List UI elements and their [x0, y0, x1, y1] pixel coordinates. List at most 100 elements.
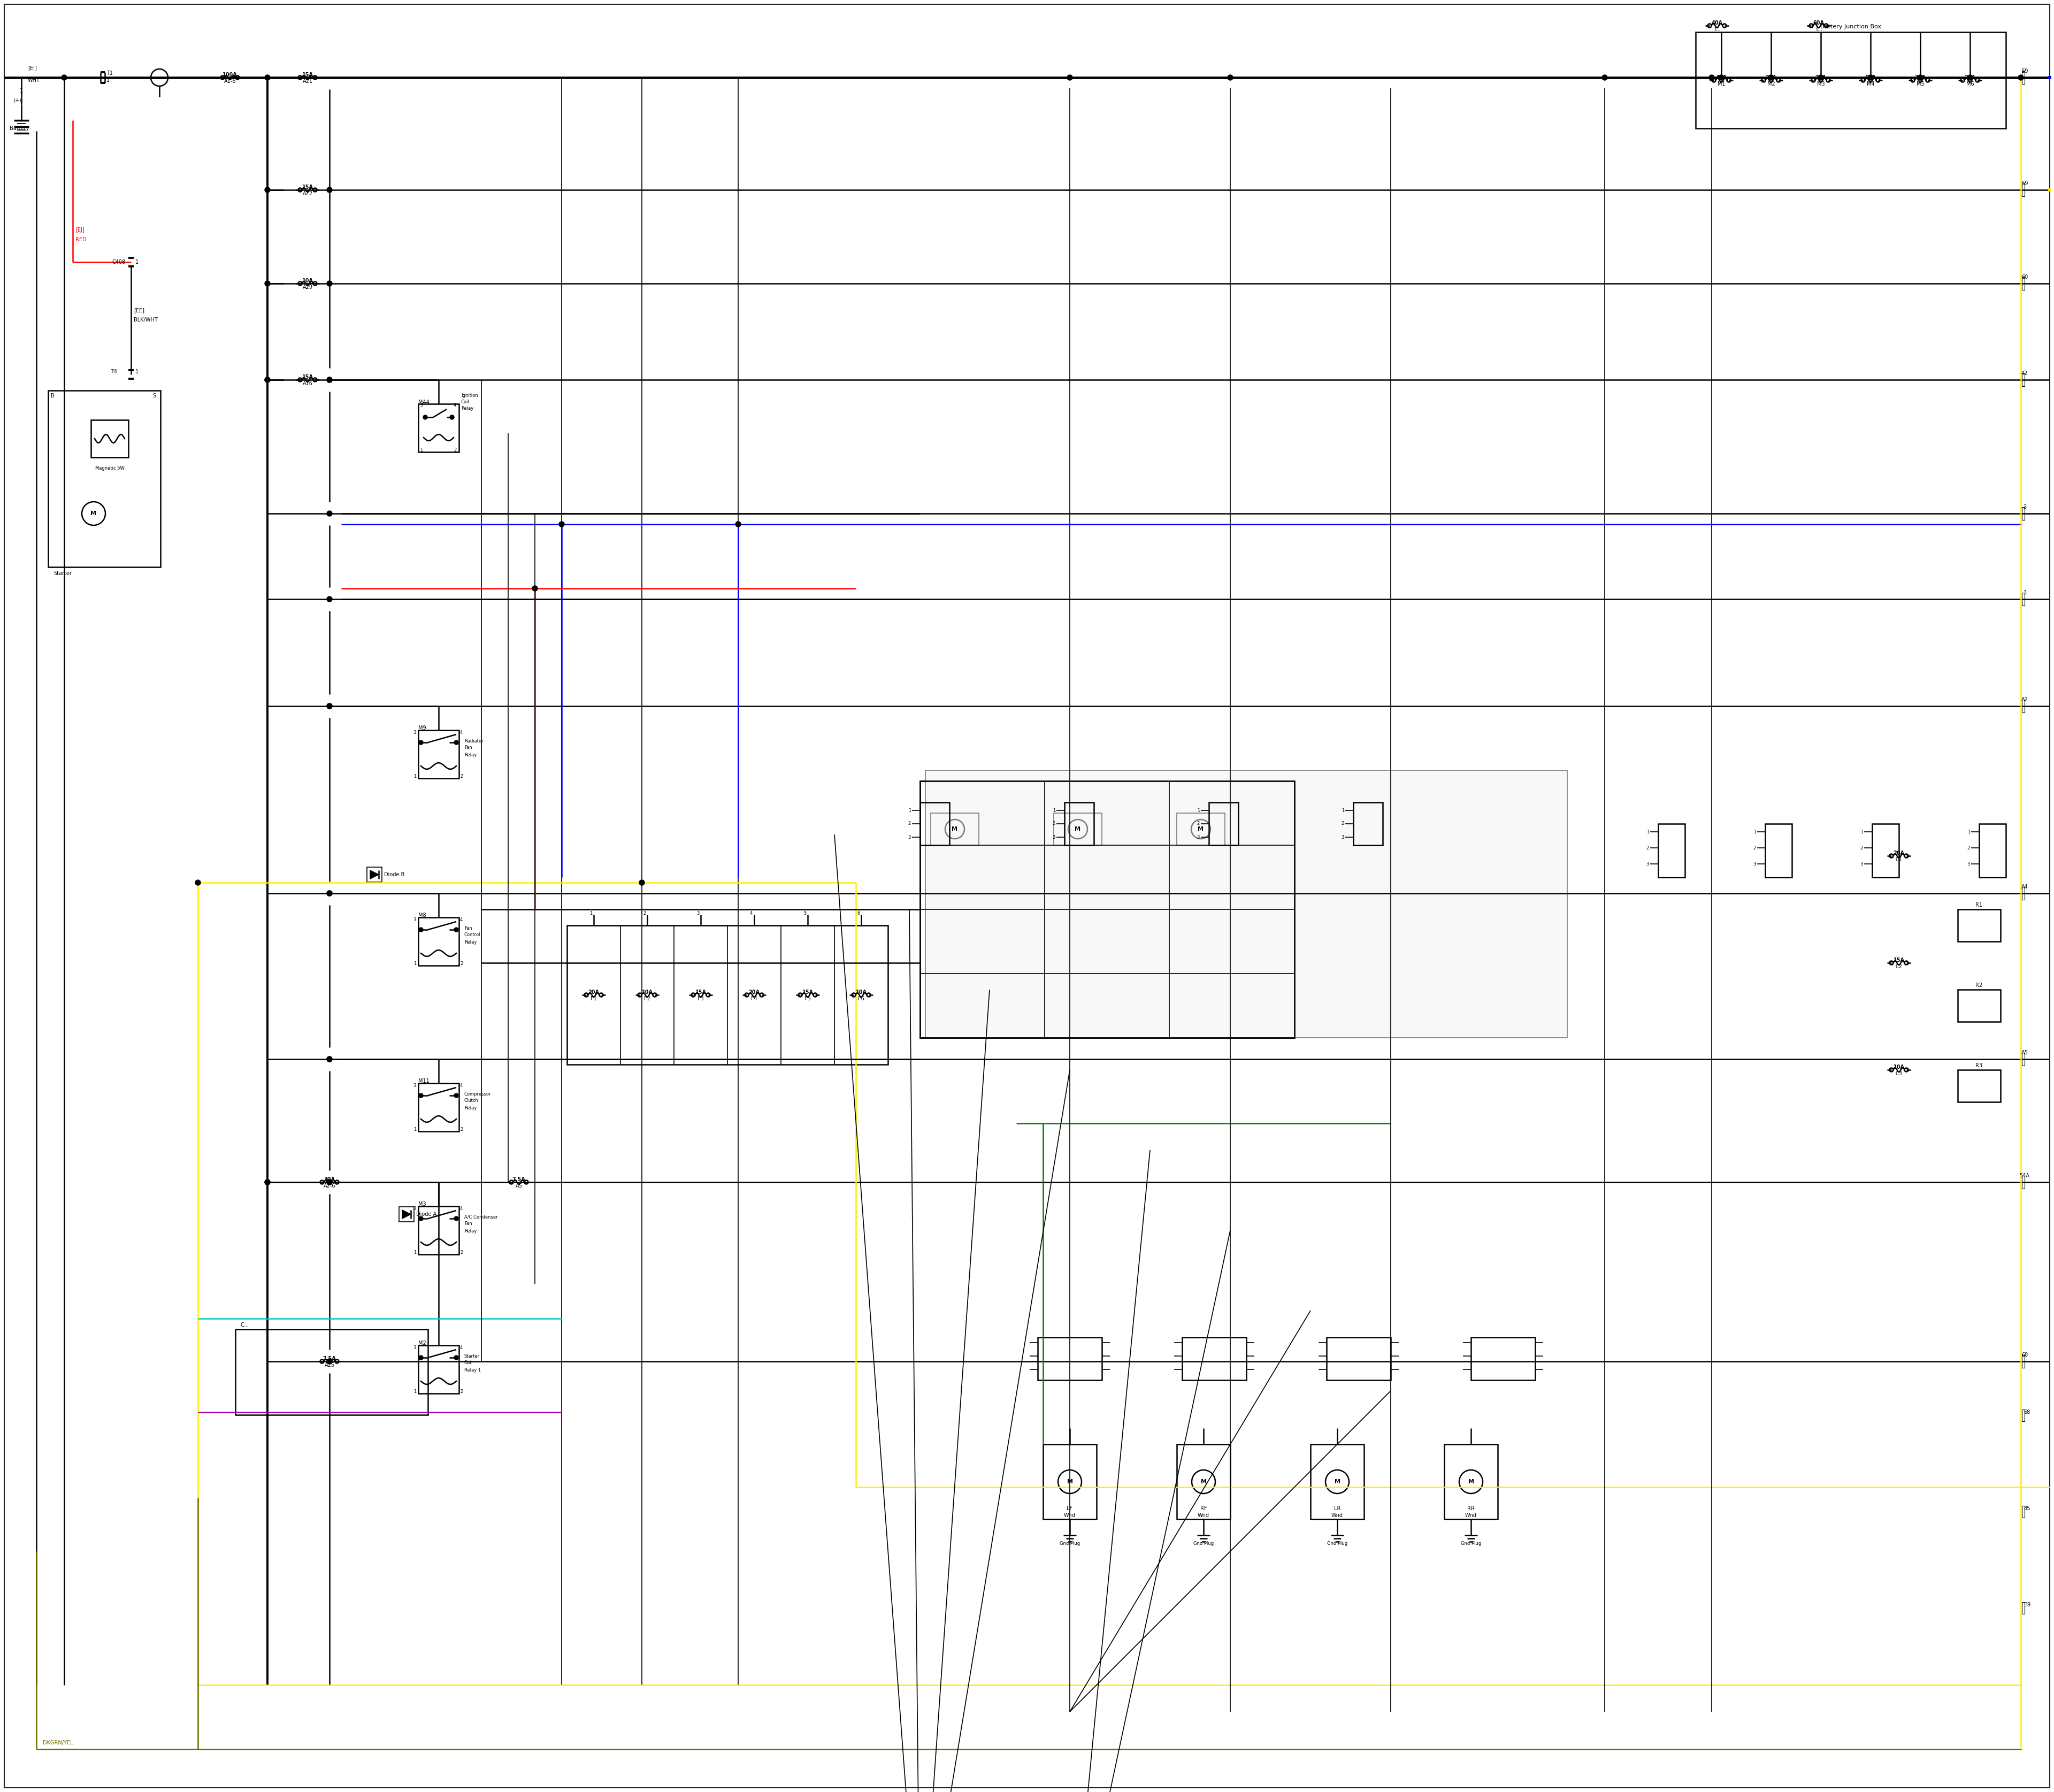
Circle shape	[327, 511, 333, 516]
Text: 5: 5	[803, 912, 807, 916]
Text: 100A: 100A	[222, 72, 238, 77]
Bar	[1064, 803, 1095, 846]
Bar	[1054, 814, 1101, 846]
Text: T...: T...	[1816, 27, 1822, 32]
Text: 4: 4	[750, 912, 752, 916]
Text: F3: F3	[698, 996, 705, 1002]
Text: 20A: 20A	[1894, 851, 1904, 857]
Bar	[2021, 1410, 2025, 1421]
Circle shape	[2019, 75, 2023, 81]
Text: 1: 1	[21, 88, 23, 93]
Text: 3: 3	[2023, 590, 2025, 595]
Circle shape	[327, 1358, 333, 1364]
Circle shape	[532, 586, 538, 591]
Bar	[1871, 824, 1898, 878]
Circle shape	[265, 75, 271, 81]
Text: M: M	[1469, 1478, 1475, 1484]
Circle shape	[1968, 75, 1972, 81]
Bar	[1310, 1444, 1364, 1520]
Text: 7.5A: 7.5A	[511, 1177, 526, 1183]
Bar	[1471, 1337, 1534, 1380]
Text: Gnd Plug: Gnd Plug	[1193, 1541, 1214, 1546]
Text: C1: C1	[1896, 857, 1902, 862]
Text: LF: LF	[1066, 1505, 1072, 1511]
Circle shape	[327, 1179, 333, 1185]
Text: 3: 3	[1197, 835, 1200, 840]
Text: M3: M3	[1818, 81, 1824, 86]
Bar	[930, 814, 980, 846]
Text: M2: M2	[419, 1340, 425, 1346]
Text: 1: 1	[413, 1249, 417, 1254]
Text: M: M	[1335, 1478, 1339, 1484]
Bar	[398, 1206, 415, 1222]
Text: 1: 1	[1861, 830, 1863, 835]
Text: 40A: 40A	[1715, 75, 1727, 81]
Text: 20A: 20A	[1816, 75, 1826, 81]
Bar	[1183, 1337, 1247, 1380]
Circle shape	[327, 704, 333, 710]
Text: 1: 1	[413, 1127, 417, 1131]
Text: Wnd: Wnd	[1197, 1512, 1210, 1518]
Text: C408: C408	[113, 260, 125, 265]
Text: T4: T4	[111, 369, 117, 375]
Text: 10A: 10A	[302, 278, 312, 283]
Text: 4: 4	[460, 1082, 462, 1088]
Text: 15A: 15A	[302, 72, 312, 77]
Text: M: M	[1197, 826, 1204, 831]
Text: M44: M44	[419, 400, 429, 405]
Text: 3: 3	[413, 1206, 417, 1211]
Polygon shape	[370, 871, 378, 878]
Text: Starter: Starter	[464, 1353, 481, 1358]
Text: 3: 3	[696, 912, 698, 916]
Bar	[2021, 887, 2025, 900]
Text: 7.5A: 7.5A	[322, 1357, 337, 1362]
Bar	[1980, 824, 2007, 878]
Circle shape	[419, 1217, 423, 1220]
Circle shape	[1228, 75, 1232, 81]
Text: Ignition: Ignition	[460, 394, 479, 398]
Text: 1: 1	[107, 77, 109, 82]
Circle shape	[327, 1057, 333, 1063]
Text: M1: M1	[1717, 81, 1725, 86]
Text: 1: 1	[413, 961, 417, 966]
Text: A22: A22	[302, 192, 312, 197]
Text: 15A: 15A	[1894, 957, 1904, 962]
Bar	[419, 918, 458, 966]
Text: Fan: Fan	[464, 745, 472, 751]
Text: M8: M8	[419, 912, 425, 918]
Text: 3: 3	[2023, 504, 2025, 509]
Text: M4: M4	[1867, 81, 1875, 86]
Circle shape	[327, 376, 333, 382]
Circle shape	[195, 880, 201, 885]
Text: M: M	[1074, 826, 1080, 831]
Text: 20A: 20A	[1964, 75, 1976, 81]
Text: M: M	[1202, 1478, 1206, 1484]
Text: 15A: 15A	[694, 989, 707, 995]
Bar	[1043, 1444, 1097, 1520]
Text: 1: 1	[1754, 830, 1756, 835]
Circle shape	[419, 1093, 423, 1098]
Text: Magnetic 5W: Magnetic 5W	[94, 466, 125, 471]
Text: Wnd: Wnd	[1331, 1512, 1343, 1518]
Text: Relay: Relay	[464, 1106, 477, 1111]
Circle shape	[327, 1057, 333, 1063]
Circle shape	[1818, 75, 1824, 81]
Text: 2: 2	[1341, 821, 1343, 826]
Bar	[419, 1082, 458, 1131]
Text: 2: 2	[454, 448, 456, 453]
Text: 1: 1	[1341, 808, 1343, 814]
Text: F6: F6	[859, 996, 865, 1002]
Text: A25: A25	[325, 1362, 335, 1367]
Text: Battery Junction Box: Battery Junction Box	[1820, 23, 1881, 29]
Text: 2: 2	[908, 821, 910, 826]
Circle shape	[265, 186, 271, 192]
Circle shape	[1602, 75, 1608, 81]
Text: A29: A29	[302, 285, 312, 290]
Circle shape	[265, 376, 271, 382]
Bar	[1177, 1444, 1230, 1520]
Circle shape	[454, 1093, 458, 1098]
Text: 40A: 40A	[1711, 20, 1723, 25]
Text: F4: F4	[752, 996, 758, 1002]
Text: Gnd Plug: Gnd Plug	[1460, 1541, 1481, 1546]
Circle shape	[327, 186, 333, 192]
